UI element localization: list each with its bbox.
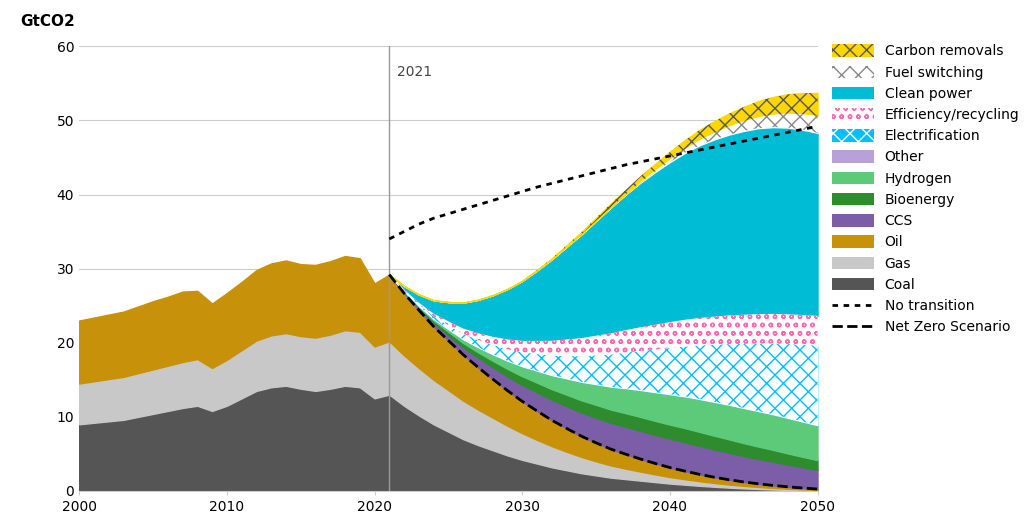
Legend: Carbon removals, Fuel switching, Clean power, Efficiency/recycling, Electrificat: Carbon removals, Fuel switching, Clean p… (832, 44, 1019, 334)
Text: GtCO2: GtCO2 (20, 14, 75, 29)
Text: 2021: 2021 (396, 65, 432, 79)
